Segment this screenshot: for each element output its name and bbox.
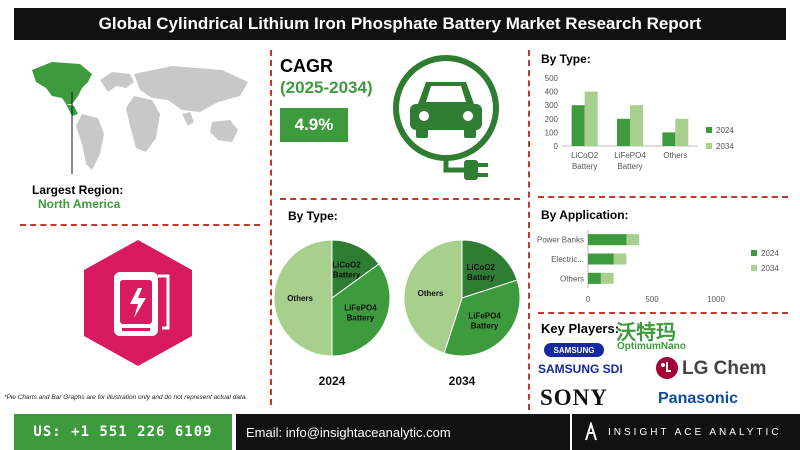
pie-year-label: 2024	[319, 374, 346, 388]
legend-swatch	[751, 250, 757, 256]
region-label: Largest Region:	[32, 183, 124, 197]
pie-label: LiCoO2	[332, 261, 361, 270]
bar-app-title: By Application:	[541, 208, 629, 222]
x-tick-label: Others	[663, 151, 687, 160]
pie-label: Battery	[467, 273, 495, 282]
key-players-title: Key Players:	[541, 321, 620, 336]
legend-label: 2034	[761, 264, 779, 273]
lg-emblem-icon	[656, 357, 678, 379]
pie-label: LiCoO2	[467, 263, 496, 272]
x-tick-label: Battery	[617, 162, 642, 171]
page-title: Global Cylindrical Lithium Iron Phosphat…	[14, 8, 786, 40]
sony-logo: SONY	[540, 385, 608, 410]
pie-label: Battery	[333, 271, 361, 280]
bar	[617, 118, 630, 146]
divider	[528, 50, 530, 410]
brand-name: INSIGHT ACE ANALYTIC	[608, 426, 782, 438]
pie-label: LiFePO4	[468, 312, 501, 321]
pie-slice	[273, 239, 333, 357]
bar-chart-by-application: 0 500 1000 Power Banks Electric... Others 2024…	[537, 230, 779, 304]
legend-label: 2024	[716, 126, 734, 135]
divider	[538, 196, 788, 198]
pie-slice	[461, 239, 518, 299]
cagr-value: 4.9%	[280, 108, 348, 142]
pie-slice	[331, 239, 380, 299]
x-tick-label: LiCoO2	[571, 151, 599, 160]
bar	[588, 272, 601, 284]
power-bank-icon	[84, 240, 192, 366]
legend-label: 2034	[716, 142, 734, 151]
bar	[584, 91, 598, 146]
cagr-label: CAGR	[280, 56, 333, 76]
x-tick-label: 0	[586, 295, 591, 304]
x-tick-label: 1000	[707, 295, 725, 304]
pie-label: Battery	[471, 322, 499, 331]
pie-section-title: By Type:	[288, 209, 338, 223]
bar	[588, 253, 614, 265]
optimumnano-logo: OptimumNano	[617, 341, 686, 352]
world-map	[32, 62, 248, 174]
divider	[280, 198, 520, 200]
y-tick-label: 500	[545, 74, 559, 83]
pie-label: LiFePO4	[344, 303, 377, 312]
bar	[675, 118, 689, 146]
y-tick-label: Power Banks	[537, 236, 584, 245]
pie-label: Battery	[347, 313, 375, 322]
y-tick-label: Electric...	[551, 255, 584, 264]
legend-swatch	[706, 143, 712, 149]
disclaimer-note: *Pie Charts and Bar Graphs are for illus…	[4, 394, 248, 401]
samsung-logo: SAMSUNG	[544, 343, 604, 357]
divider	[20, 224, 260, 226]
x-tick-label: Battery	[572, 162, 597, 171]
bar	[630, 105, 643, 146]
bar-chart-by-type: 0 100 200 300 400 500 LiCoO2 Battery LiFePO4 Batt…	[545, 74, 735, 171]
panasonic-logo: Panasonic	[658, 390, 739, 407]
lg-chem-logo: LG Chem	[682, 358, 767, 379]
legend-swatch	[706, 127, 712, 133]
pie-label: Others	[418, 289, 444, 298]
wotema-logo: 沃特玛	[616, 320, 676, 344]
pie-slice	[331, 263, 391, 357]
divider	[538, 312, 788, 314]
insight-ace-logo-icon	[585, 422, 597, 441]
pie-year-label: 2034	[449, 374, 476, 388]
legend-swatch	[751, 265, 757, 271]
y-tick-label: Others	[560, 274, 584, 283]
y-tick-label: 400	[545, 88, 559, 97]
samsung-sdi-logo: SAMSUNG SDI	[538, 362, 623, 376]
legend-label: 2024	[761, 249, 779, 258]
x-tick-label: 500	[645, 295, 659, 304]
bar	[588, 234, 627, 246]
y-tick-label: 200	[545, 115, 559, 124]
footer-email[interactable]: Email: info@insightaceanalytic.com	[236, 414, 570, 450]
bar	[662, 132, 676, 146]
footer-brand: INSIGHT ACE ANALYTIC	[572, 414, 800, 450]
bar	[571, 105, 585, 146]
x-tick-label: LiFePO4	[614, 151, 646, 160]
region-value: North America	[38, 197, 121, 211]
footer-phone[interactable]: US: +1 551 226 6109	[14, 414, 232, 450]
pie-slice	[443, 279, 521, 357]
pie-slice	[403, 239, 463, 354]
y-tick-label: 100	[545, 128, 559, 137]
cagr-period: (2025-2034)	[280, 78, 373, 97]
y-tick-label: 0	[554, 142, 559, 151]
y-tick-label: 300	[545, 101, 559, 110]
divider	[270, 50, 272, 405]
electric-car-icon	[393, 55, 499, 180]
pie-charts: LiCoO2BatteryLiFePO4BatteryOthers2024LiC…	[273, 239, 521, 388]
pie-label: Others	[287, 294, 313, 303]
bar-type-title: By Type:	[541, 52, 591, 66]
